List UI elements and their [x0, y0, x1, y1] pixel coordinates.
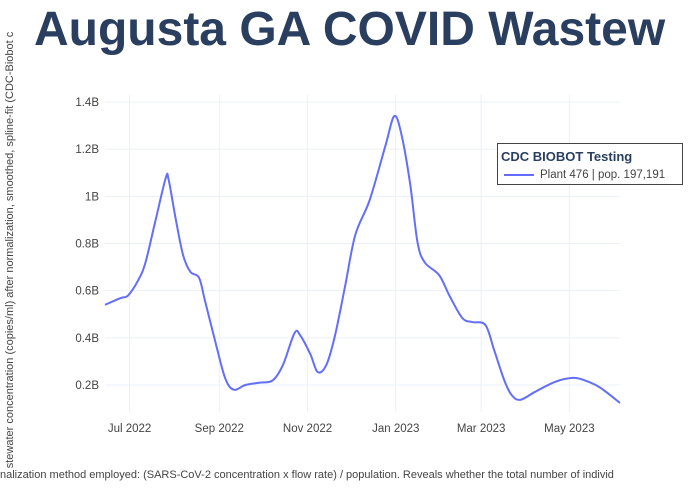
- caption: nalization method employed: (SARS-CoV-2 …: [0, 469, 614, 481]
- legend-title: CDC BIOBOT Testing: [501, 149, 633, 164]
- x-tick-label: Jul 2022: [108, 423, 151, 435]
- x-tick-label: May 2023: [544, 423, 595, 435]
- x-tick-label: Sep 2022: [195, 423, 244, 435]
- legend-item[interactable]: Plant 476 | pop. 197,191: [504, 169, 665, 181]
- y-tick-label: 1B: [85, 191, 99, 203]
- y-tick-label: 0.8B: [75, 239, 99, 251]
- legend-label: Plant 476 | pop. 197,191: [540, 169, 666, 181]
- x-tick-label: Nov 2022: [283, 423, 332, 435]
- legend-swatch: [504, 174, 534, 176]
- y-tick-label: 1.2B: [75, 144, 99, 156]
- y-tick-label: 0.6B: [75, 286, 99, 298]
- series-line-plant-476: [104, 115, 621, 404]
- y-tick-label: 0.4B: [75, 333, 99, 345]
- legend: CDC BIOBOT Testing Plant 476 | pop. 197,…: [497, 143, 683, 185]
- x-tick-label: Jan 2023: [372, 423, 419, 435]
- y-tick-label: 1.4B: [75, 97, 99, 109]
- chart-title: Augusta GA COVID Wastew: [34, 3, 666, 56]
- y-tick-label: 0.2B: [75, 380, 99, 392]
- x-tick-label: Mar 2023: [457, 423, 506, 435]
- y-axis-label: stewater concentration (copies/ml) after…: [4, 31, 16, 469]
